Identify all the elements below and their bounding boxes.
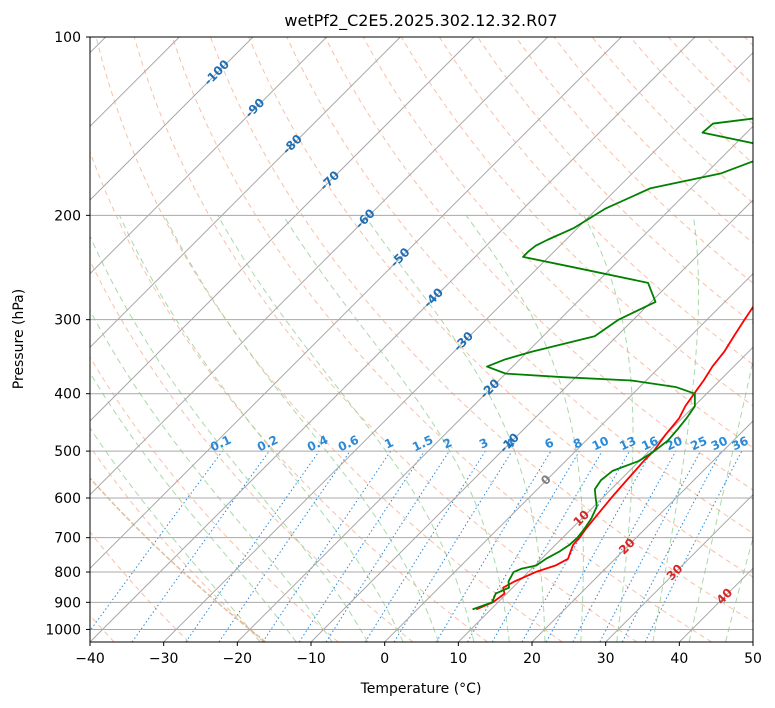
y-axis-ticks: 100 200 300 400 500 600 700 800 900 1000 [45,30,90,638]
isotherm-line [310,199,753,642]
mixing-ratio-label: 25 [688,434,709,454]
moist-adiabat-line [90,309,333,642]
x-tick-label: 10 [449,651,467,667]
mixing-ratio-line [298,450,425,642]
x-tick-label: 40 [670,651,688,667]
isotherm-line [90,37,475,422]
mixing-ratio-label: 30 [709,434,730,454]
isotherm-line [90,37,254,201]
isotherm-line [90,37,328,275]
background-lines [90,37,753,642]
mixing-ratio-line [644,450,743,642]
isotherm-line [90,37,401,349]
moist-adiabat-line [217,215,475,642]
x-tick-label: 20 [523,651,541,667]
dry-adiabat-line [248,37,753,578]
isotherm-line [90,37,622,570]
mixing-ratio-line [521,450,630,642]
chart-title: wetPf2_C2E5.2025.302.12.32.R07 [284,11,557,31]
x-tick-label: −20 [223,651,253,667]
x-tick-label: −30 [149,651,179,667]
mixing-ratio-line [131,450,270,642]
y-tick-label: 400 [54,387,81,403]
moist-adiabat-line [90,427,261,642]
mixing-ratio-line [325,450,450,642]
isotherm-line [90,37,696,642]
moist-adiabat-line [583,215,634,642]
profile-lines [472,117,753,611]
dry-adiabat-line [210,37,753,623]
x-tick-label: 0 [380,651,389,667]
mixing-ratio-line [90,450,223,632]
y-tick-label: 800 [54,565,81,581]
moist-adiabat-line [465,215,584,642]
y-tick-label: 600 [54,491,81,507]
isotherm-line [531,420,753,642]
dry-adiabat-line [515,37,753,284]
mixing-ratio-label: 10 [590,434,611,454]
temperature-line [475,305,753,611]
mixing-ratio-line [545,450,653,642]
isotherm-line [384,272,753,642]
grid-lines [90,37,753,642]
y-tick-label: 900 [54,595,81,611]
mixing-ratio-line [218,450,351,642]
y-tick-label: 500 [54,444,81,460]
isotherm-line [163,51,753,642]
moist-adiabat-line [90,234,369,642]
dry-adiabat-line [90,356,339,642]
dry-adiabat-line [439,37,753,366]
y-tick-label: 200 [54,208,81,224]
moist-adiabat-line [652,215,700,642]
dry-adiabat-line [171,37,712,642]
y-axis-label: Pressure (hPa) [11,289,27,389]
dry-adiabat-line [133,37,638,642]
isotherm-line [457,346,753,642]
mixing-ratio-line [393,450,513,642]
moist-adiabat-line [119,215,404,642]
dewpoint-line [472,117,753,611]
plot-frame [89,36,754,643]
x-tick-label: 50 [744,651,762,667]
dry-adiabat-line [95,37,563,642]
y-tick-label: 1000 [45,622,81,638]
x-tick-label: −10 [296,651,326,667]
mixing-ratio-line [572,450,677,642]
x-axis-label: Temperature (°C) [360,681,482,697]
dry-adiabat-line [400,37,753,407]
mixing-ratio-label: 13 [617,434,638,454]
moist-adiabat-line [163,215,439,642]
y-tick-label: 300 [54,313,81,329]
moist-adiabat-line [364,215,546,642]
moist-adiabat-line [282,215,510,642]
x-tick-label: 30 [597,651,615,667]
x-axis-ticks: −40 −30 −20 −10 0 10 20 30 40 50 [75,642,762,667]
x-tick-label: −40 [75,651,105,667]
dry-adiabat-line [90,150,488,642]
dry-adiabat-line [90,531,190,642]
mixing-ratio-line [185,450,320,642]
isotherm-line [236,125,753,642]
isotherm-line [90,37,549,496]
y-tick-label: 100 [54,30,81,46]
dry-adiabat-line [90,445,264,642]
isotherm-line [605,493,753,642]
moist-adiabat-line [90,371,297,642]
mixing-ratio-line [262,450,392,642]
mixing-ratio-label: 36 [730,434,751,454]
y-tick-label: 700 [54,531,81,547]
